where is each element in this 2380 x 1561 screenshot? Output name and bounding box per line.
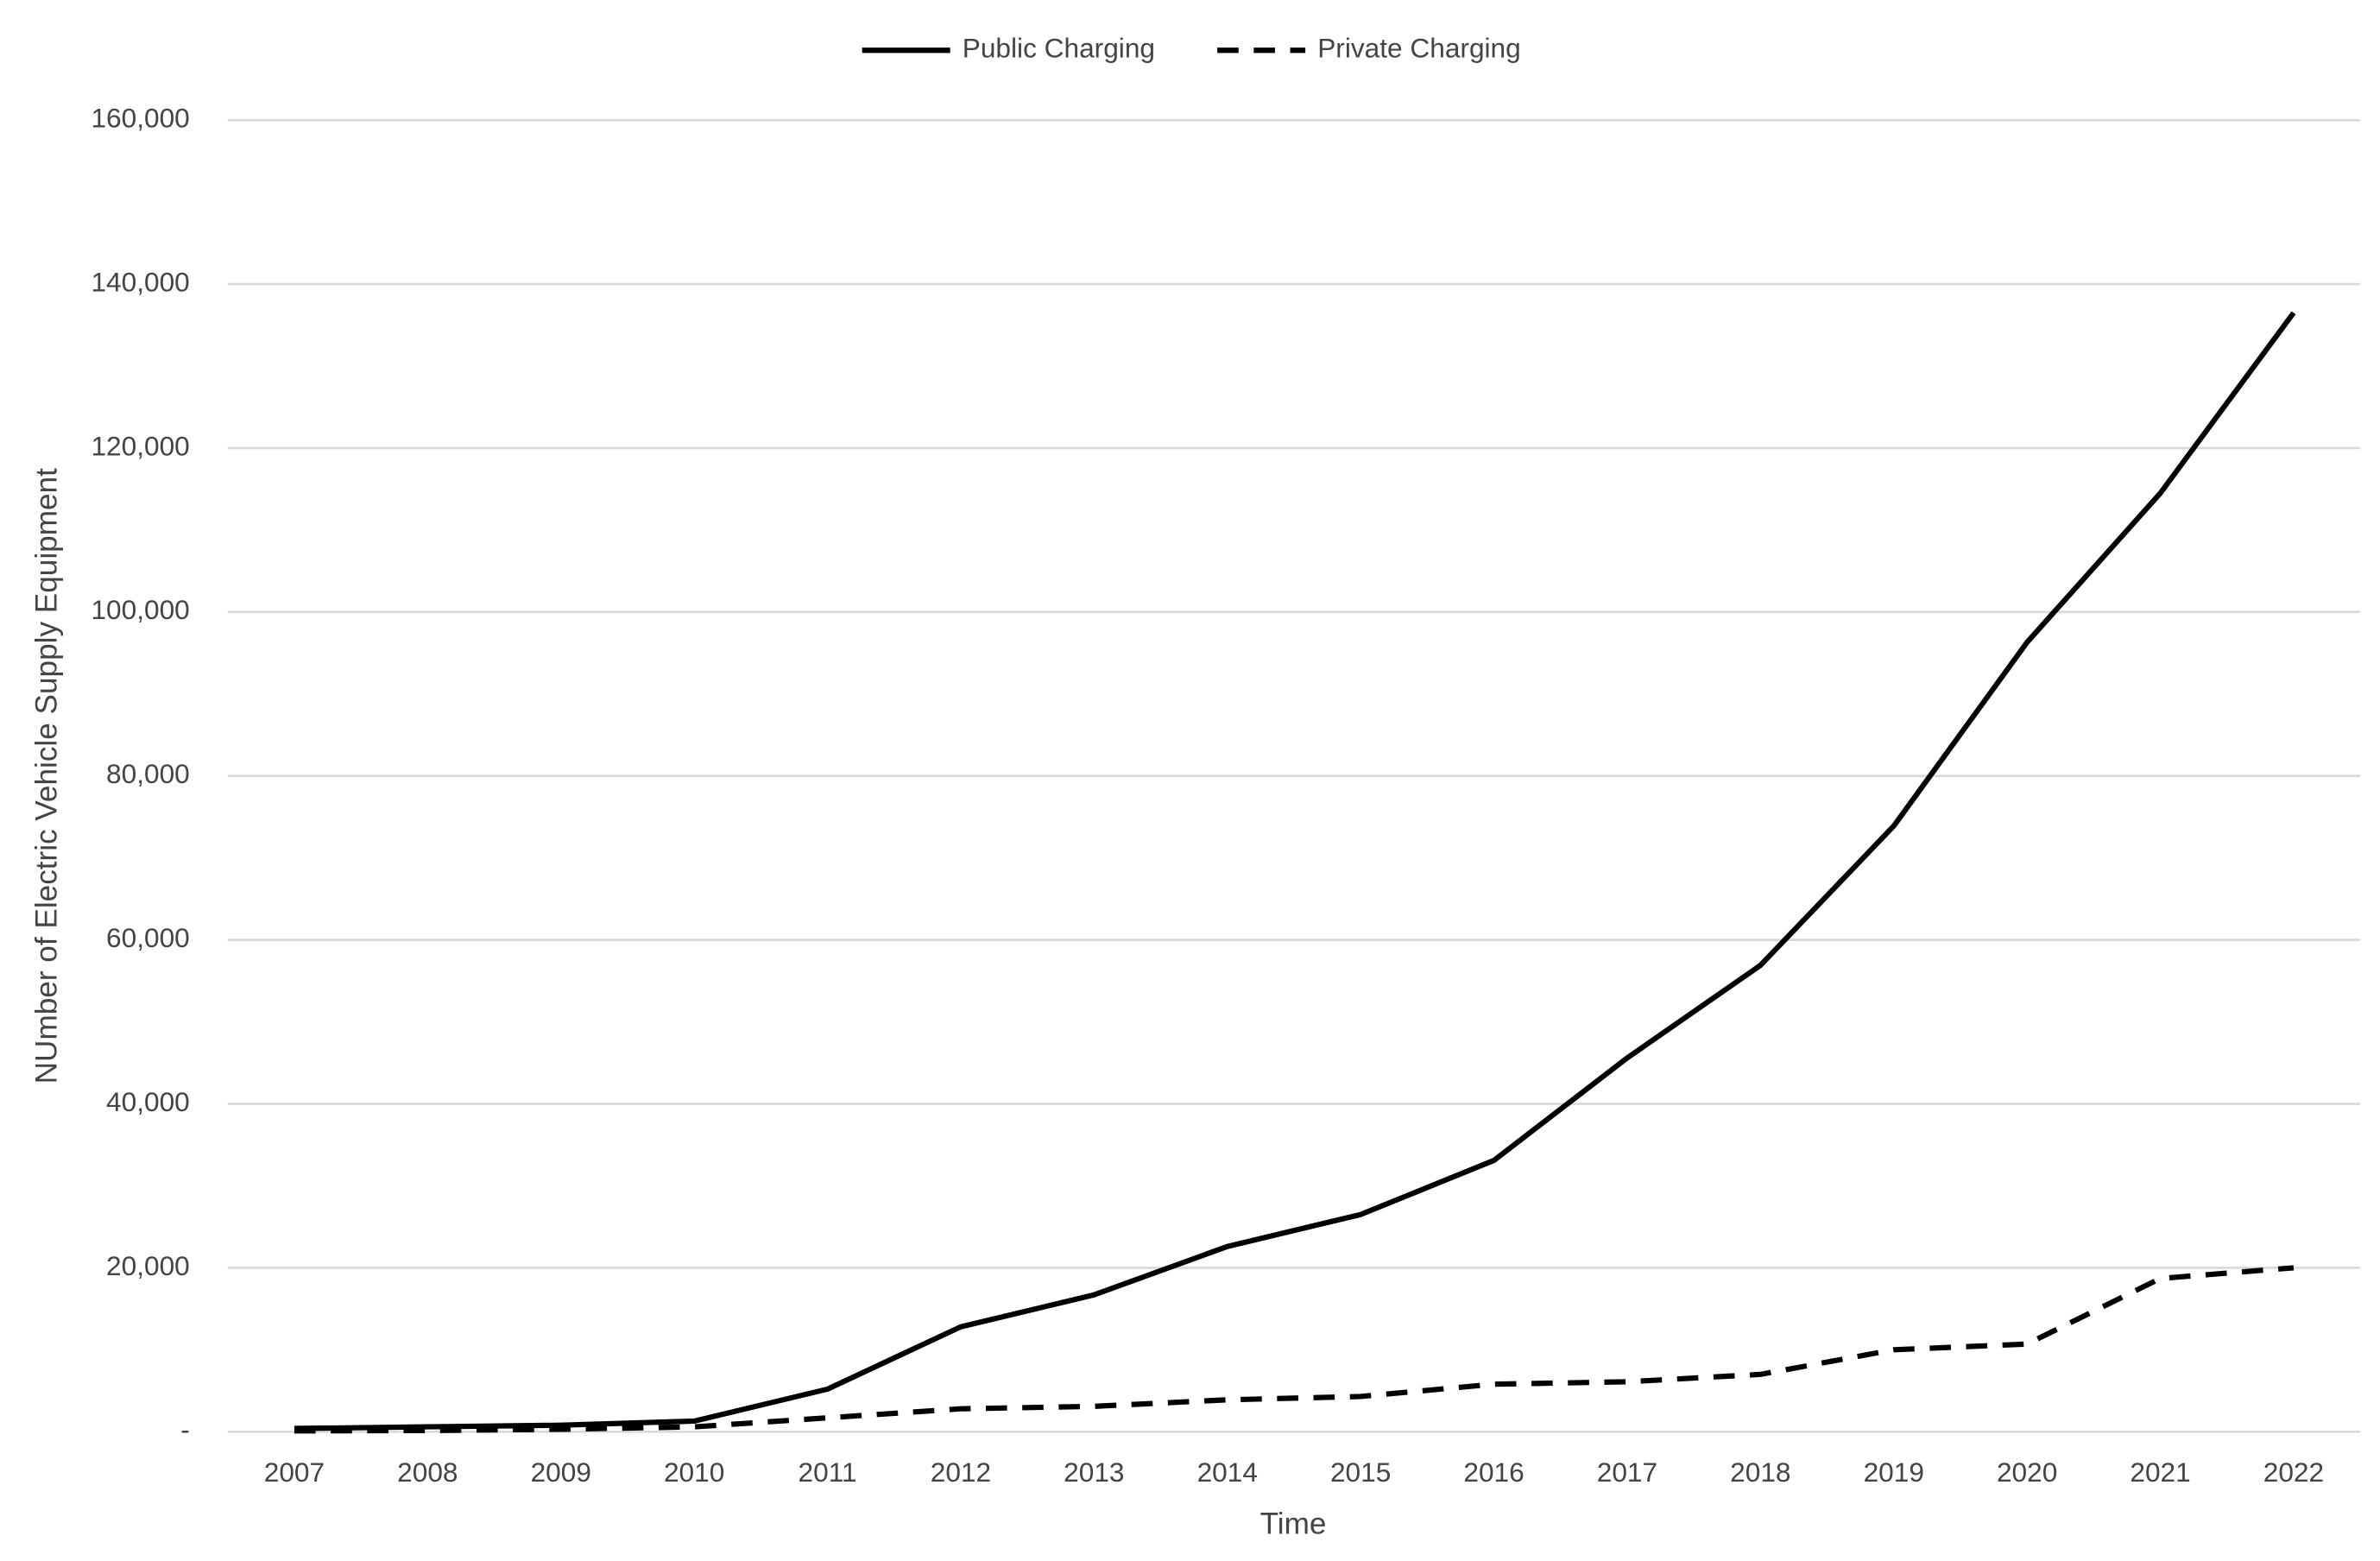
x-tick-label: 2008 xyxy=(397,1457,458,1488)
y-tick-label: 120,000 xyxy=(91,430,189,461)
y-tick-label: 140,000 xyxy=(91,266,189,297)
y-tick-label: 160,000 xyxy=(91,103,189,134)
legend-label: Private Charging xyxy=(1317,33,1521,64)
x-tick-label: 2014 xyxy=(1197,1457,1258,1488)
x-tick-label: 2009 xyxy=(531,1457,591,1488)
x-tick-label: 2018 xyxy=(1730,1457,1790,1488)
y-axis-title: NUmber of Electric Vehicle Supply Equipm… xyxy=(30,468,64,1084)
x-tick-label: 2013 xyxy=(1064,1457,1124,1488)
y-tick-label: - xyxy=(180,1414,190,1445)
y-tick-label: 100,000 xyxy=(91,594,189,625)
y-tick-label: 40,000 xyxy=(106,1086,190,1117)
data-line xyxy=(294,1265,2295,1434)
x-tick-label: 2012 xyxy=(931,1457,991,1488)
y-tick-label: 20,000 xyxy=(106,1250,190,1281)
y-tick-label: 60,000 xyxy=(106,922,190,953)
x-tick-label: 2015 xyxy=(1330,1457,1391,1488)
x-tick-label: 2016 xyxy=(1463,1457,1524,1488)
x-tick-label: 2017 xyxy=(1597,1457,1657,1488)
x-tick-label: 2019 xyxy=(1864,1457,1924,1488)
legend-label: Public Charging xyxy=(963,33,1155,64)
x-tick-label: 2011 xyxy=(799,1457,857,1488)
y-tick-label: 80,000 xyxy=(106,758,190,789)
x-tick-label: 2022 xyxy=(2263,1457,2324,1488)
x-tick-label: 2020 xyxy=(1997,1457,2057,1488)
x-axis-title: Time xyxy=(1260,1507,1327,1541)
data-line xyxy=(294,311,2296,1431)
x-tick-label: 2007 xyxy=(264,1457,325,1488)
x-tick-label: 2010 xyxy=(664,1457,724,1488)
x-tick-label: 2021 xyxy=(2130,1457,2190,1488)
